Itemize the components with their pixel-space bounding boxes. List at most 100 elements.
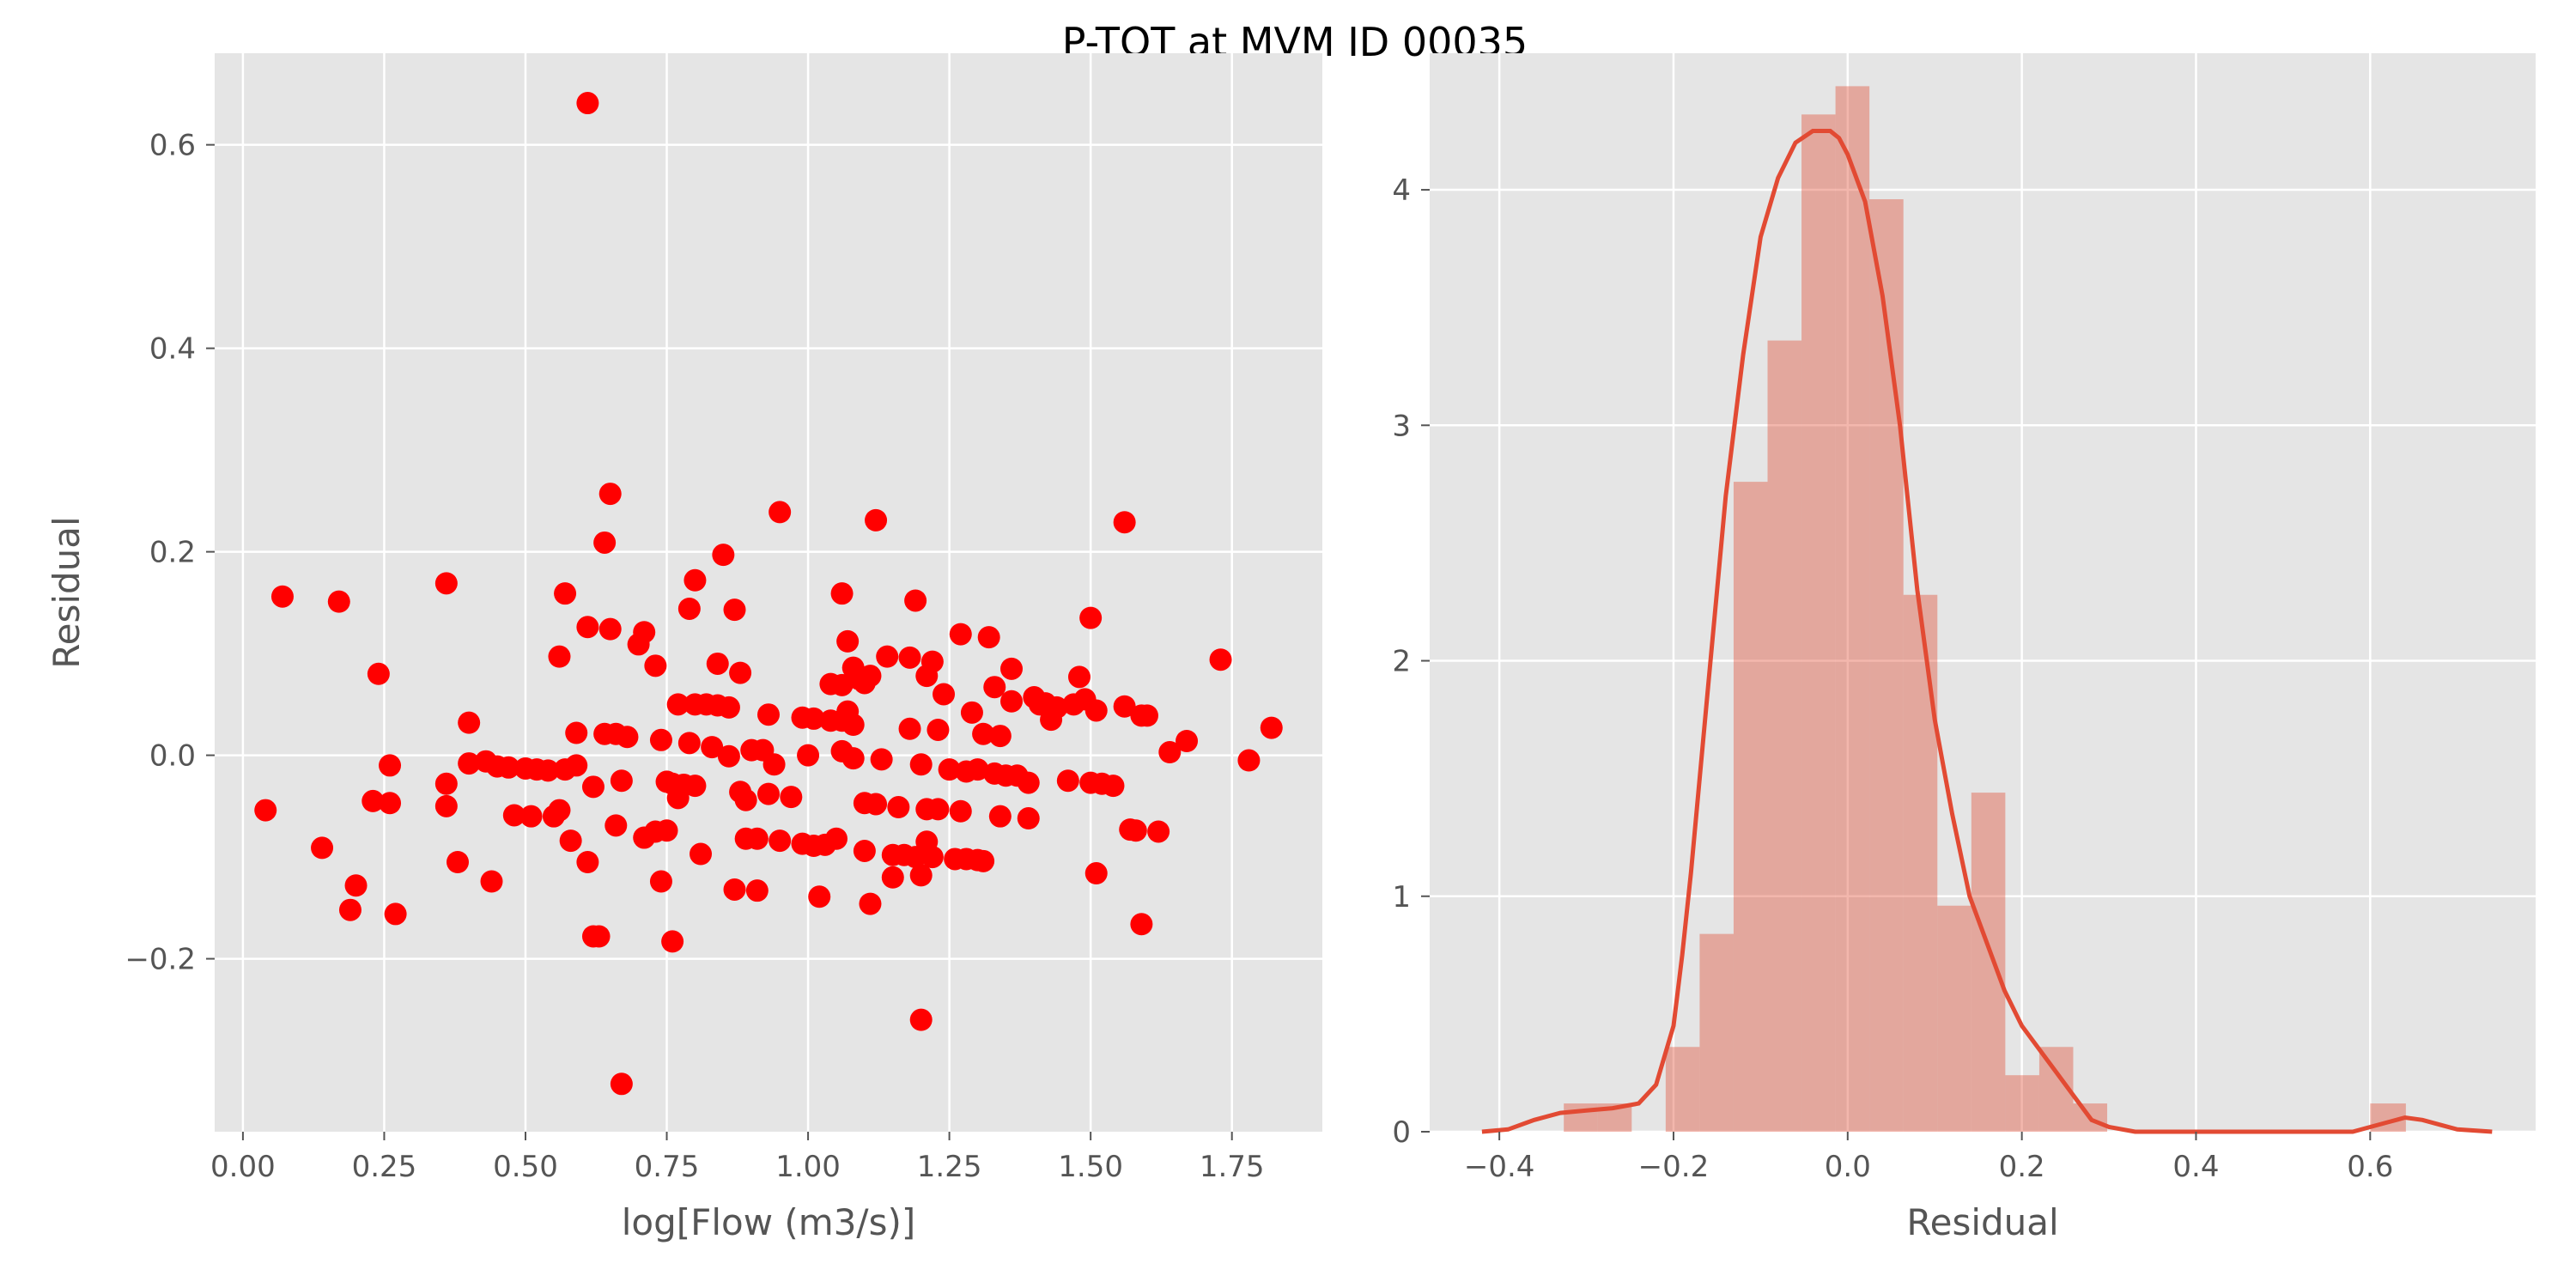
scatter-point: [649, 728, 672, 751]
scatter-point: [598, 483, 622, 506]
scatter-point: [644, 654, 667, 677]
histogram-bars: [1564, 86, 2406, 1133]
scatter-point: [927, 798, 950, 821]
scatter-point: [859, 665, 882, 688]
scatter-point: [593, 531, 617, 554]
scatter-point: [502, 804, 526, 827]
scatter-point: [458, 752, 481, 775]
scatter-point: [757, 703, 780, 726]
scatter-point: [830, 582, 854, 605]
scatter-point: [938, 758, 961, 781]
scatter-point: [1176, 729, 1199, 752]
scatter-point: [701, 736, 724, 759]
scatter-point: [757, 782, 780, 805]
scatter-point: [666, 693, 690, 716]
scatter-point: [745, 827, 769, 850]
scatter-y-tick-label: 0.4: [149, 332, 196, 367]
scatter-point: [734, 788, 757, 811]
scatter-point: [909, 753, 933, 776]
histogram-bar: [1699, 933, 1734, 1132]
scatter-point: [870, 748, 893, 771]
scatter-point: [565, 754, 588, 777]
histogram-x-tick-label: 0.4: [2172, 1150, 2219, 1184]
scatter-y-axis-label: Residual: [46, 516, 88, 668]
scatter-point: [972, 849, 995, 872]
scatter-point: [677, 732, 701, 755]
scatter-point: [655, 819, 678, 842]
histogram-panel: −0.4 −0.2 0.0 0.2 0.4 0.6 0 1 2 3 4 Residual: [1392, 53, 2536, 1243]
scatter-plot-area: [215, 53, 1322, 1132]
scatter-x-tick-label: 0.00: [210, 1150, 276, 1184]
histogram-bar: [1801, 114, 1836, 1133]
scatter-point: [1135, 704, 1158, 727]
scatter-x-tick-label: 0.25: [352, 1150, 417, 1184]
scatter-point: [1017, 771, 1040, 794]
scatter-point: [610, 769, 633, 793]
scatter-point: [723, 878, 746, 901]
histogram-bar: [1903, 594, 1938, 1132]
histogram-y-tick-label: 0: [1392, 1115, 1411, 1150]
scatter-point: [384, 902, 407, 926]
histogram-y-tick-label: 1: [1392, 880, 1411, 914]
histogram-plot-area: [1430, 53, 2536, 1132]
histogram-x-tick-label: −0.4: [1464, 1150, 1535, 1184]
histogram-x-tick-label: 0.6: [2347, 1150, 2393, 1184]
scatter-point: [706, 652, 729, 675]
scatter-point: [344, 874, 368, 897]
scatter-point: [898, 646, 921, 669]
scatter-point: [1124, 819, 1147, 842]
scatter-point: [1130, 913, 1153, 936]
histogram-bar: [1937, 905, 1971, 1132]
scatter-point: [769, 501, 792, 524]
scatter-point: [808, 885, 831, 908]
scatter-point: [576, 851, 599, 873]
scatter-point: [887, 796, 910, 819]
scatter-point: [824, 827, 848, 850]
scatter-point: [841, 747, 865, 770]
scatter-point: [677, 597, 701, 620]
scatter-point: [797, 744, 820, 767]
scatter-point: [610, 1072, 633, 1096]
histogram-bar: [1835, 86, 1870, 1132]
scatter-x-tick-label: 1.75: [1200, 1150, 1265, 1184]
scatter-point: [717, 744, 740, 768]
scatter-point: [1000, 657, 1024, 680]
scatter-point: [865, 508, 888, 532]
histogram-y-tick-label: 3: [1392, 409, 1411, 443]
scatter-point: [904, 589, 927, 612]
scatter-x-tick-labels: 0.00 0.25 0.50 0.75 1.00 1.25 1.50 1.75: [210, 1132, 1265, 1184]
scatter-point: [904, 846, 927, 869]
scatter-point: [1102, 775, 1125, 798]
histogram-y-tick-labels: 0 1 2 3 4: [1392, 173, 1430, 1150]
scatter-point: [1237, 749, 1261, 772]
scatter-point: [920, 650, 944, 673]
scatter-point: [909, 864, 933, 887]
histogram-x-tick-label: 0.0: [1825, 1150, 1871, 1184]
scatter-point: [548, 645, 571, 668]
scatter-point: [780, 786, 803, 809]
histogram-bar: [1971, 793, 2006, 1132]
scatter-point: [1056, 769, 1079, 793]
scatter-point: [683, 568, 707, 592]
histogram-bar: [1733, 482, 1768, 1132]
scatter-point: [633, 621, 656, 644]
scatter-point: [367, 662, 390, 685]
scatter-point: [480, 870, 503, 893]
scatter-x-tick-label: 1.00: [775, 1150, 841, 1184]
scatter-point: [458, 711, 481, 734]
scatter-point: [649, 870, 672, 893]
scatter-point: [434, 772, 458, 795]
scatter-point: [605, 814, 628, 837]
scatter-point: [881, 866, 904, 889]
histogram-bar: [1767, 340, 1802, 1132]
scatter-point: [434, 572, 458, 595]
histogram-bar: [1665, 1047, 1700, 1132]
scatter-point: [983, 676, 1006, 699]
scatter-point: [762, 753, 786, 776]
scatter-point: [1084, 862, 1108, 885]
scatter-point: [1113, 511, 1136, 534]
scatter-point: [712, 544, 735, 567]
scatter-point: [723, 598, 746, 622]
scatter-point: [554, 582, 577, 605]
